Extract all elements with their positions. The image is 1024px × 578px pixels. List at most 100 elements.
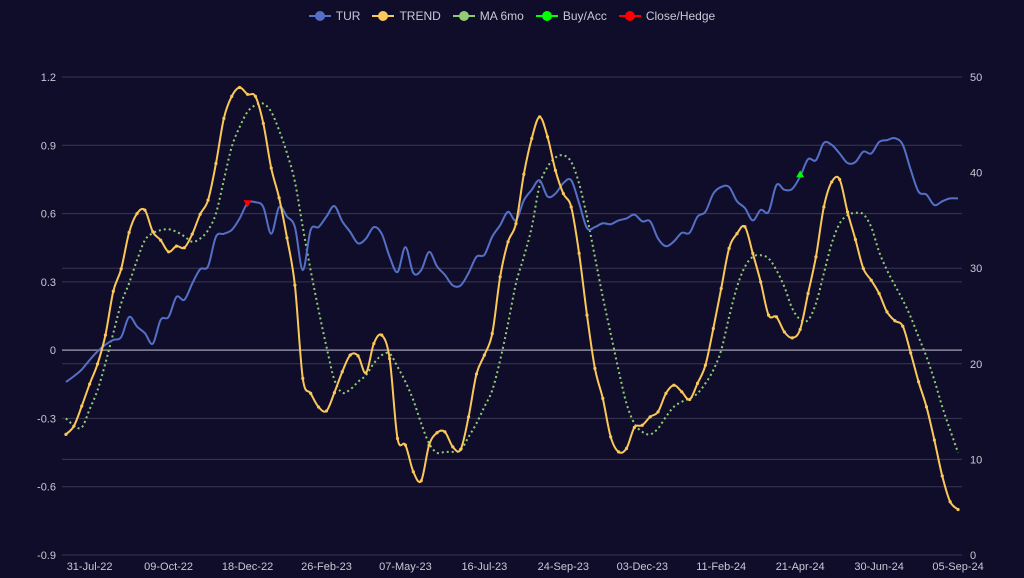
data-point-trend bbox=[806, 291, 810, 296]
legend-item-buy-acc[interactable]: Buy/Acc bbox=[535, 9, 607, 23]
data-point-trend bbox=[688, 397, 692, 402]
data-point-trend bbox=[522, 172, 526, 176]
data-point-trend bbox=[577, 251, 581, 256]
x-tick-label: 26-Feb-23 bbox=[301, 561, 352, 573]
data-point-trend bbox=[166, 250, 171, 254]
data-point-trend bbox=[656, 410, 660, 414]
data-point-trend bbox=[601, 396, 605, 400]
data-point-trend bbox=[624, 446, 629, 451]
data-point-trend bbox=[853, 237, 858, 242]
data-point-trend bbox=[530, 136, 534, 141]
data-point-trend bbox=[474, 372, 479, 376]
x-tick-label: 07-May-23 bbox=[379, 561, 432, 573]
data-point-trend bbox=[845, 210, 850, 214]
y-left-tick-label: 0.3 bbox=[41, 277, 56, 289]
data-point-trend bbox=[616, 450, 621, 454]
data-point-trend bbox=[924, 405, 929, 409]
data-point-trend bbox=[759, 280, 763, 284]
x-tick-label: 24-Sep-23 bbox=[538, 561, 589, 573]
data-point-trend bbox=[798, 327, 802, 332]
data-point-trend bbox=[885, 310, 889, 314]
data-point-trend bbox=[427, 443, 431, 447]
data-point-trend bbox=[782, 330, 786, 334]
legend-label: MA 6mo bbox=[479, 9, 524, 23]
data-point-trend bbox=[206, 198, 210, 202]
data-point-trend bbox=[609, 435, 613, 439]
legend-line-icon bbox=[372, 9, 395, 23]
data-point-trend bbox=[230, 94, 234, 98]
data-point-trend bbox=[182, 246, 186, 250]
data-point-trend bbox=[774, 315, 779, 319]
data-point-trend bbox=[372, 341, 376, 346]
legend-line-icon bbox=[618, 9, 641, 23]
legend-item-ma-6mo[interactable]: MA 6mo bbox=[452, 9, 524, 23]
data-point-trend bbox=[419, 479, 423, 483]
data-point-trend bbox=[64, 432, 68, 436]
data-point-trend bbox=[916, 380, 921, 384]
data-point-trend bbox=[435, 431, 439, 435]
data-point-trend bbox=[790, 336, 794, 340]
legend-line-icon bbox=[452, 9, 475, 23]
data-point-trend bbox=[648, 415, 652, 419]
data-point-trend bbox=[380, 333, 384, 337]
data-point-trend bbox=[869, 278, 873, 282]
data-point-trend bbox=[238, 85, 242, 90]
y-left-tick-label: 0 bbox=[50, 345, 56, 357]
y-right-tick-label: 20 bbox=[970, 359, 982, 371]
y-left-tick-label: -0.3 bbox=[37, 413, 56, 425]
data-point-trend bbox=[561, 191, 565, 196]
x-tick-label: 11-Feb-24 bbox=[696, 561, 746, 573]
y-right-tick-label: 10 bbox=[970, 454, 982, 466]
data-point-trend bbox=[443, 430, 447, 434]
x-tick-label: 21-Apr-24 bbox=[776, 561, 825, 573]
data-point-trend bbox=[348, 353, 352, 357]
data-point-trend bbox=[324, 409, 329, 413]
data-point-trend bbox=[940, 474, 944, 478]
y-left-tick-label: -0.6 bbox=[37, 482, 56, 494]
data-point-trend bbox=[743, 225, 747, 229]
data-point-trend bbox=[214, 161, 218, 166]
data-point-trend bbox=[932, 438, 936, 442]
legend-line-icon bbox=[308, 9, 331, 23]
data-point-trend bbox=[751, 251, 755, 256]
data-point-trend bbox=[111, 289, 115, 293]
data-point-trend bbox=[695, 381, 700, 385]
y-left-tick-label: 0.6 bbox=[41, 209, 56, 221]
x-tick-label: 18-Dec-22 bbox=[222, 561, 273, 573]
x-tick-label: 03-Dec-23 bbox=[617, 561, 668, 573]
data-point-trend bbox=[956, 507, 960, 512]
data-point-trend bbox=[585, 313, 589, 317]
data-point-trend bbox=[95, 362, 100, 366]
x-tick-label: 09-Oct-22 bbox=[144, 561, 193, 573]
data-point-trend bbox=[830, 180, 834, 184]
legend-item-close-hedge[interactable]: Close/Hedge bbox=[618, 9, 716, 23]
data-point-trend bbox=[948, 500, 952, 504]
legend-line-icon bbox=[535, 9, 558, 23]
data-point-trend bbox=[411, 470, 415, 474]
data-point-trend bbox=[553, 168, 558, 172]
data-point-trend bbox=[356, 354, 360, 358]
y-left-tick-label: 1.2 bbox=[41, 72, 56, 84]
legend-item-tur[interactable]: TUR bbox=[308, 9, 360, 23]
data-point-trend bbox=[861, 266, 865, 271]
data-point-trend bbox=[703, 363, 708, 367]
data-point-trend bbox=[735, 232, 739, 236]
data-point-trend bbox=[538, 115, 542, 119]
data-point-trend bbox=[711, 326, 715, 331]
data-point-trend bbox=[301, 376, 305, 380]
data-point-trend bbox=[451, 445, 455, 449]
data-point-trend bbox=[151, 230, 155, 234]
data-point-trend bbox=[877, 291, 881, 296]
data-point-trend bbox=[253, 94, 258, 98]
data-point-trend bbox=[174, 244, 179, 248]
y-right-tick-label: 30 bbox=[970, 263, 982, 275]
legend-label: Close/Hedge bbox=[645, 9, 716, 23]
data-point-trend bbox=[490, 331, 494, 336]
legend-item-trend[interactable]: TREND bbox=[372, 9, 441, 23]
series-line-ma-6mo bbox=[65, 102, 959, 455]
data-point-trend bbox=[593, 366, 597, 370]
data-point-trend bbox=[316, 405, 321, 409]
data-point-trend bbox=[395, 436, 400, 441]
data-point-trend bbox=[672, 383, 676, 387]
